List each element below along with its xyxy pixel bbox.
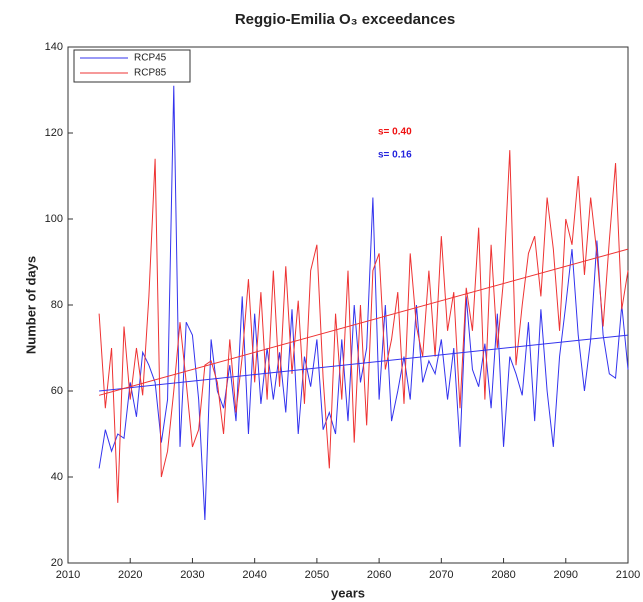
x-tick-label: 2010	[56, 569, 80, 581]
y-tick-label: 20	[51, 557, 63, 569]
y-tick-label: 80	[51, 299, 63, 311]
trend-line	[98, 248, 629, 396]
annotation: s= 0.16	[378, 150, 412, 161]
legend-label: RCP85	[134, 68, 167, 79]
y-tick-label: 120	[45, 127, 63, 139]
x-tick-label: 2050	[305, 569, 329, 581]
y-axis-label: Number of days	[23, 256, 38, 354]
y-tick-label: 140	[45, 41, 63, 53]
legend-box	[73, 49, 191, 83]
y-tick-label: 40	[51, 471, 63, 483]
x-tick-label: 2090	[554, 569, 578, 581]
x-tick-label: 2040	[242, 569, 266, 581]
y-tick-label: 100	[45, 213, 63, 225]
series-line	[98, 85, 629, 521]
chart-title: Reggio-Emilia O₃ exceedances	[235, 11, 455, 28]
x-tick-label: 2070	[429, 569, 453, 581]
x-tick-label: 2020	[118, 569, 142, 581]
x-axis-label: years	[331, 585, 365, 600]
x-tick-label: 2060	[367, 569, 391, 581]
x-tick-label: 2100	[616, 569, 640, 581]
series-line	[98, 150, 629, 503]
x-tick-label: 2030	[180, 569, 204, 581]
legend-label: RCP45	[134, 53, 167, 64]
x-tick-label: 2080	[491, 569, 515, 581]
trend-line	[99, 334, 629, 392]
y-tick-label: 60	[51, 385, 63, 397]
annotation: s= 0.40	[378, 127, 412, 138]
plot-frame	[67, 46, 629, 564]
